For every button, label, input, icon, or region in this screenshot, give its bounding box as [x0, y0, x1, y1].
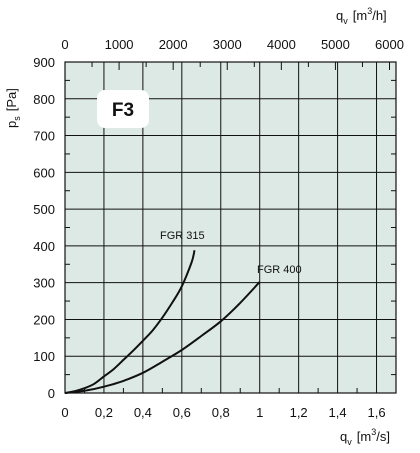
x-bottom-axis-title: qv [m3/s]: [340, 427, 390, 447]
x-bottom-tick-labels: 0 0,2 0,4 0,6 0,8 1 1,2 1,4 1,6: [61, 405, 385, 420]
series-line-fgr-400: [64, 281, 261, 394]
x-bottom-label-main: q: [340, 429, 347, 444]
x-top-unit-sup: 3: [367, 6, 372, 16]
series-lines: [64, 250, 261, 394]
grid: [65, 62, 396, 393]
plot-frame: [64, 61, 397, 394]
x-top-label-sub: v: [343, 16, 348, 26]
y-axis-unit: [Pa]: [4, 88, 19, 111]
x-top-tick-label: 5000: [321, 37, 350, 52]
series-line-fgr-315: [64, 250, 196, 394]
x-bottom-tick-label: 1: [256, 405, 263, 420]
x-bottom-tick-label: 0,6: [173, 405, 191, 420]
x-top-tick-labels: 0 1000 2000 3000 4000 5000 6000: [61, 37, 404, 52]
badge-label: F3: [112, 100, 134, 121]
x-bottom-label-sub: v: [347, 437, 352, 447]
x-top-label-main: q: [336, 8, 343, 23]
x-bottom-tick-label: 0,4: [134, 405, 152, 420]
y-tick-label: 500: [33, 202, 55, 217]
svg-text:ps[Pa]: ps [Pa]: [4, 88, 22, 128]
x-top-tick-label: 6000: [375, 37, 404, 52]
y-tick-labels: 0 100 200 300 400 500 600 700 800 900: [33, 55, 55, 401]
x-bottom-tick-label: 0,8: [212, 405, 230, 420]
y-tick-label: 300: [33, 276, 55, 291]
y-tick-label: 900: [33, 55, 55, 70]
x-bottom-tick-label: 1,4: [329, 405, 347, 420]
x-bottom-tick-label: 0,2: [95, 405, 113, 420]
y-tick-label: 100: [33, 349, 55, 364]
x-top-unit-close: /h]: [372, 8, 386, 23]
x-top-tick-label: 2000: [159, 37, 188, 52]
series-label-fgr315: FGR 315: [160, 230, 205, 242]
y-tick-label: 600: [33, 165, 55, 180]
y-tick-label: 400: [33, 239, 55, 254]
x-bottom-tick-label: 1,6: [367, 405, 385, 420]
x-bottom-unit-sup: 3: [371, 427, 376, 437]
x-bottom-unit-open: [m: [357, 429, 371, 444]
minor-ticks: [64, 62, 397, 393]
x-top-unit-open: [m: [353, 8, 367, 23]
y-axis-title: ps [Pa]: [4, 88, 22, 128]
series-label-fgr400: FGR 400: [257, 264, 302, 276]
y-tick-label: 0: [48, 386, 55, 401]
x-top-axis-title: qv [m3/h]: [336, 6, 387, 26]
x-top-tick-label: 1000: [105, 37, 134, 52]
x-bottom-tick-label: 0: [61, 405, 68, 420]
x-top-tick-label: 4000: [267, 37, 296, 52]
x-top-tick-label: 3000: [213, 37, 242, 52]
y-tick-label: 700: [33, 129, 55, 144]
y-tick-label: 200: [33, 312, 55, 327]
badge-box: [97, 90, 149, 128]
x-bottom-tick-label: 1,2: [290, 405, 308, 420]
x-bottom-unit-close: /s]: [376, 429, 390, 444]
y-axis-label-main: p: [4, 121, 19, 128]
y-tick-label: 800: [33, 92, 55, 107]
x-top-tick-label: 0: [61, 37, 68, 52]
y-axis-label-sub: s: [12, 116, 22, 121]
